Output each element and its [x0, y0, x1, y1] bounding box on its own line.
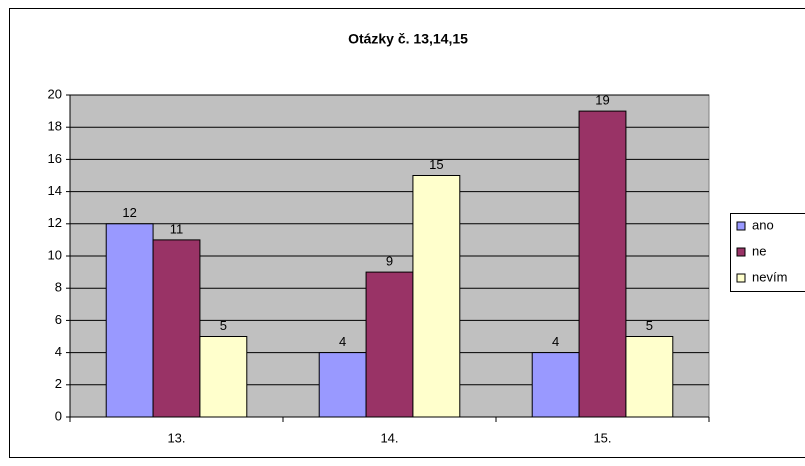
bar	[625, 336, 674, 418]
chart-title: Otázky č. 13,14,15	[348, 31, 468, 47]
value-label: 11	[170, 221, 184, 236]
bar	[318, 352, 367, 418]
y-tick-label: 0	[55, 408, 62, 423]
legend-label: ne	[752, 243, 766, 258]
bar	[152, 239, 201, 418]
bar	[365, 271, 414, 418]
bar	[105, 223, 154, 418]
y-tick-label: 20	[48, 86, 62, 101]
x-tick-label: 13.	[167, 430, 185, 445]
x-tick-label: 14.	[380, 430, 398, 445]
legend-swatch	[736, 221, 746, 231]
bar	[412, 175, 461, 418]
legend-swatch	[736, 273, 746, 283]
y-tick-label: 6	[55, 312, 62, 327]
bar	[199, 336, 248, 418]
value-label: 12	[122, 205, 136, 220]
y-tick-label: 16	[48, 151, 62, 166]
x-tick-label: 15.	[593, 430, 611, 445]
legend-label: nevím	[752, 269, 787, 284]
y-tick-label: 10	[48, 247, 62, 262]
legend-label: ano	[752, 217, 774, 232]
y-tick-label: 4	[55, 344, 62, 359]
y-tick-label: 18	[48, 119, 62, 134]
value-label: 5	[646, 318, 653, 333]
y-tick-label: 2	[55, 376, 62, 391]
value-label: 4	[339, 334, 346, 349]
value-label: 4	[552, 334, 559, 349]
value-label: 19	[595, 93, 609, 108]
bar	[531, 352, 580, 418]
y-tick-label: 12	[48, 215, 62, 230]
y-tick-label: 8	[55, 280, 62, 295]
value-label: 9	[386, 254, 393, 269]
value-label: 15	[429, 157, 443, 172]
bar	[578, 110, 627, 418]
y-tick-label: 14	[48, 183, 62, 198]
legend-swatch	[736, 247, 746, 257]
value-label: 5	[220, 318, 227, 333]
